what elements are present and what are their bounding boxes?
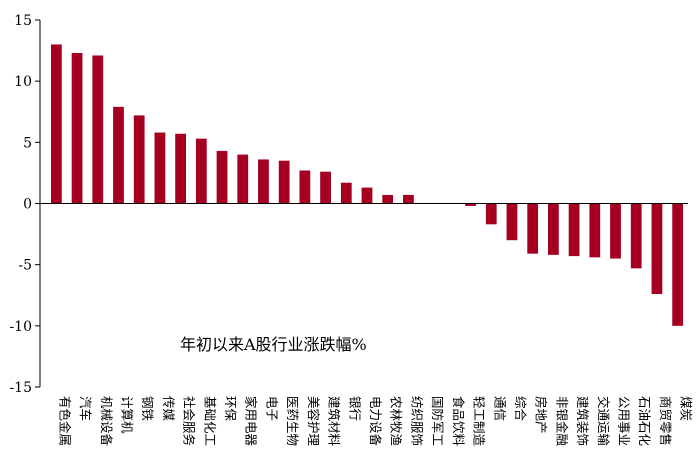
y-tick-label: -10 [9, 319, 32, 335]
x-category-label: 基础化工 [202, 396, 217, 446]
chart-annotation: 年初以来A股行业涨跌幅% [180, 335, 367, 354]
bar [382, 194, 394, 204]
x-category-label: 环保 [223, 396, 238, 422]
x-category-label: 医药生物 [285, 396, 300, 446]
x-category-label: 钢铁 [140, 396, 155, 422]
x-category-label: 商贸零售 [658, 396, 673, 446]
y-tick-label: 15 [14, 13, 32, 29]
bar [548, 203, 559, 255]
x-category-label: 建筑装饰 [575, 396, 590, 446]
bar [71, 53, 83, 204]
x-category-label: 家用电器 [244, 396, 259, 447]
bar [361, 187, 373, 204]
bar [672, 203, 684, 326]
x-category-label: 有色金属 [57, 396, 72, 446]
x-category-label: 石油石化 [637, 396, 652, 447]
x-category-label: 银行 [347, 396, 362, 421]
x-category-label: 纺织服饰 [409, 396, 424, 446]
bar [527, 203, 539, 254]
bar [465, 203, 476, 206]
x-category-label: 轻工制造 [472, 396, 487, 447]
bar [589, 203, 601, 258]
bar [299, 170, 311, 204]
x-category-label: 煤炭 [679, 396, 694, 421]
bar [133, 115, 145, 204]
x-category-label: 综合 [513, 396, 528, 422]
x-category-label: 汽车 [78, 396, 93, 421]
bar [92, 55, 104, 204]
y-tick-label: 5 [23, 135, 32, 151]
bar [50, 44, 62, 204]
bar [320, 171, 331, 204]
x-category-label: 美容护理 [306, 396, 321, 447]
bar [651, 203, 663, 295]
x-category-label: 房地产 [534, 396, 549, 434]
bar [610, 203, 621, 259]
bar [175, 133, 186, 204]
x-category-label: 传媒 [161, 396, 176, 422]
x-category-label: 公用事业 [617, 396, 632, 446]
bar [403, 194, 414, 204]
bar [630, 203, 642, 269]
y-tick-label: 0 [23, 197, 32, 213]
x-category-label: 非银金融 [554, 396, 569, 447]
bar [485, 203, 497, 225]
y-tick-label: 10 [14, 74, 32, 90]
bar [258, 159, 269, 204]
x-category-label: 机械设备 [99, 396, 114, 447]
x-category-label: 通信 [492, 396, 507, 421]
bar [568, 203, 580, 257]
x-category-label: 社会服务 [182, 396, 197, 446]
x-category-label: 电力设备 [368, 396, 383, 447]
x-category-label: 建筑材料 [327, 396, 342, 447]
bar [506, 203, 518, 241]
y-tick-label: -15 [9, 380, 32, 396]
x-category-label: 计算机 [119, 396, 134, 434]
x-category-label: 电子 [264, 396, 279, 421]
x-category-label: 食品饮料 [451, 396, 466, 447]
x-category-label: 交通运输 [596, 396, 611, 447]
bar [216, 150, 228, 204]
x-category-label: 国防军工 [430, 396, 445, 446]
y-tick-label: -5 [18, 258, 32, 274]
bar [340, 182, 352, 204]
bar [113, 106, 124, 204]
bar [154, 132, 166, 204]
bar [237, 154, 249, 204]
bar [278, 160, 290, 204]
x-category-label: 农林牧渔 [389, 396, 404, 446]
bar [195, 138, 207, 204]
